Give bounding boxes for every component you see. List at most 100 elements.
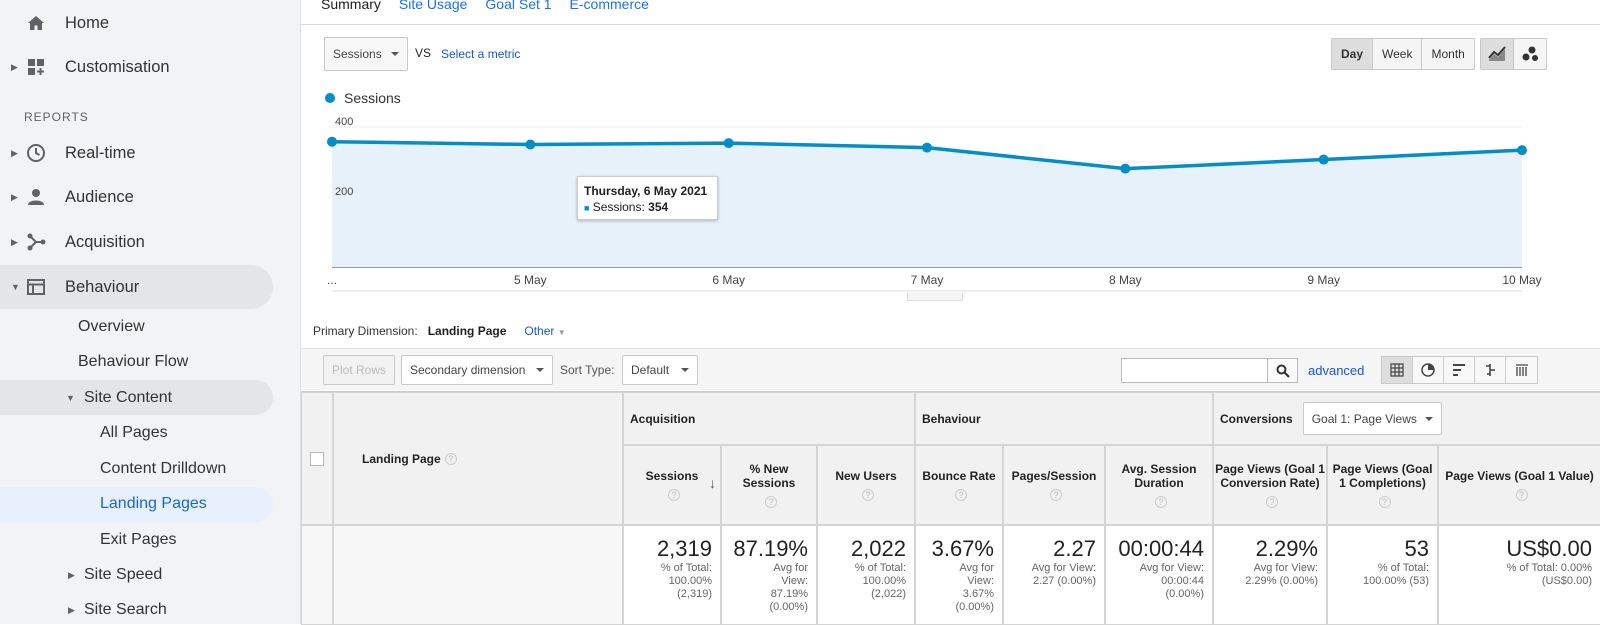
nav-customisation[interactable]: ▶ Customisation	[0, 45, 300, 89]
table-search-button[interactable]	[1267, 358, 1298, 383]
column-header-label: Sessions	[645, 469, 699, 483]
totals-blank-cell	[301, 525, 333, 625]
legend-swatch	[325, 93, 335, 103]
nav-exit-pages[interactable]: Exit Pages	[100, 531, 177, 548]
help-icon: ?	[1378, 496, 1391, 508]
column-header-6[interactable]: Page Views (Goal 1 Conversion Rate)?	[1213, 445, 1327, 525]
column-header-0[interactable]: Sessions? ↓	[623, 445, 721, 525]
nav-landing-pages[interactable]: Landing Pages	[100, 495, 207, 512]
nav-home-label: Home	[65, 13, 110, 32]
motion-chart-button[interactable]	[1514, 39, 1546, 69]
behaviour-group-header: Behaviour	[915, 392, 1213, 445]
total-subtext: Avg for View: 2.29% (0.00%)	[1245, 562, 1318, 587]
advanced-filter-link[interactable]: advanced	[1308, 363, 1365, 378]
chart-resize-handle[interactable]	[907, 293, 963, 301]
pie-view-button[interactable]	[1413, 357, 1444, 383]
line-chart-icon	[1488, 46, 1506, 61]
pivot-view-button[interactable]	[1506, 357, 1537, 383]
sort-type-label: Sort Type:	[560, 363, 615, 377]
performance-view-button[interactable]	[1444, 357, 1475, 383]
nav-behaviour-flow[interactable]: Behaviour Flow	[78, 353, 189, 370]
secondary-dimension-select[interactable]: Secondary dimension	[401, 355, 553, 385]
landing-page-header[interactable]: Landing Page?	[333, 392, 623, 525]
dropdown-arrow-icon	[536, 368, 544, 376]
pivot-icon	[1515, 364, 1528, 376]
granularity-toggle: Day Week Month	[1331, 38, 1475, 70]
total-value: 2.27	[1053, 536, 1096, 561]
caret-down-icon: ▼	[66, 393, 75, 403]
table-search-input[interactable]	[1121, 358, 1268, 383]
bubble-chart-icon	[1522, 46, 1538, 61]
tab-summary[interactable]: Summary	[321, 0, 381, 12]
goal-select[interactable]: Goal 1: Page Views	[1302, 402, 1442, 435]
caret-right-icon: ▶	[11, 236, 18, 247]
column-header-5[interactable]: Avg. Session Duration?	[1105, 445, 1213, 525]
help-icon: ?	[1515, 489, 1528, 501]
sort-type-select[interactable]: Default	[622, 355, 698, 385]
nav-home[interactable]: Home	[0, 1, 300, 45]
column-header-4[interactable]: Pages/Session?	[1003, 445, 1105, 525]
tab-site-usage[interactable]: Site Usage	[398, 0, 468, 12]
line-chart-button[interactable]	[1481, 39, 1514, 69]
conversions-group-label: Conversions	[1220, 411, 1293, 426]
tooltip-label: Sessions:	[592, 200, 645, 214]
comparison-view-button[interactable]	[1475, 357, 1506, 383]
nav-overview[interactable]: Overview	[78, 318, 145, 335]
y-tick-label: 200	[335, 186, 353, 198]
column-header-2[interactable]: New Users?	[817, 445, 915, 525]
nav-site-search[interactable]: Site Search	[84, 601, 167, 618]
column-header-8[interactable]: Page Views (Goal 1 Value)?	[1438, 445, 1600, 525]
nav-behaviour-label: Behaviour	[65, 277, 140, 296]
total-subtext: % of Total: 100.00% (2,022)	[854, 562, 906, 600]
nav-realtime[interactable]: ▶ Real-time	[0, 131, 300, 175]
column-header-3[interactable]: Bounce Rate?	[915, 445, 1003, 525]
nav-behaviour[interactable]: ▼ Behaviour	[0, 265, 273, 309]
nav-acquisition-label: Acquisition	[65, 232, 145, 251]
column-header-7[interactable]: Page Views (Goal 1 Completions)?	[1327, 445, 1438, 525]
select-all-checkbox[interactable]	[310, 451, 324, 466]
dropdown-arrow-icon	[681, 368, 689, 376]
total-subtext: Avg for View: 2.27 (0.00%)	[1031, 562, 1096, 587]
dropdown-arrow-icon	[391, 52, 399, 60]
select-metric-link[interactable]: Select a metric	[441, 47, 521, 61]
nav-content-drilldown[interactable]: Content Drilldown	[100, 460, 227, 477]
table-toolbar: Plot Rows Secondary dimension Sort Type:…	[301, 348, 1600, 390]
month-button[interactable]: Month	[1431, 47, 1465, 61]
chart-svg: Sessions ... 5 May 6 May 7 May 8 May 9 May 10 …	[325, 90, 1542, 292]
x-tick-label: 7 May	[911, 273, 944, 287]
nav-acquisition[interactable]: ▶ Acquisition	[0, 220, 300, 264]
caret-right-icon: ▶	[68, 569, 75, 580]
sort-desc-icon: ↓	[709, 475, 716, 491]
plot-rows-button[interactable]: Plot Rows	[323, 355, 395, 385]
nav-site-content[interactable]: Site Content	[84, 389, 173, 406]
total-cell: 87.19% Avg for View: 87.19% (0.00%)	[721, 525, 817, 625]
sessions-area	[332, 141, 1522, 267]
metric-select[interactable]: Sessions	[324, 37, 408, 71]
tab-ecommerce[interactable]: E-commerce	[569, 0, 649, 12]
nav-site-speed[interactable]: Site Speed	[84, 566, 163, 583]
primary-dimension: Primary Dimension: Landing Page Other ▼	[313, 324, 566, 338]
data-point	[1120, 163, 1131, 174]
total-value: US$0.00	[1506, 536, 1592, 561]
data-point	[327, 136, 337, 147]
day-button[interactable]: Day	[1332, 39, 1374, 69]
week-button[interactable]: Week	[1373, 39, 1423, 69]
help-icon: ?	[444, 452, 457, 465]
other-dimension-link[interactable]: Other ▼	[524, 324, 565, 338]
reports-header: REPORTS	[24, 110, 89, 124]
secondary-dimension-label: Secondary dimension	[410, 363, 526, 377]
tab-goal-set-1[interactable]: Goal Set 1	[485, 0, 552, 12]
other-dimension-label: Other	[524, 324, 555, 338]
column-header-1[interactable]: % New Sessions?	[721, 445, 817, 525]
report-tabs: Summary Site Usage Goal Set 1 E-commerce	[321, 0, 649, 12]
nav-audience[interactable]: ▶ Audience	[0, 175, 300, 219]
nav-all-pages[interactable]: All Pages	[100, 424, 168, 441]
total-value: 53	[1404, 536, 1429, 561]
total-cell: 2.29% Avg for View: 2.29% (0.00%)	[1213, 525, 1327, 625]
table-view-button[interactable]	[1382, 357, 1413, 383]
primary-dimension-value[interactable]: Landing Page	[427, 324, 507, 338]
y-tick-label: 400	[335, 116, 353, 128]
dropdown-arrow-icon	[1424, 416, 1433, 425]
help-icon: ?	[765, 496, 777, 508]
total-cell: US$0.00% of Total: 0.00% (US$0.00)	[1438, 525, 1600, 625]
